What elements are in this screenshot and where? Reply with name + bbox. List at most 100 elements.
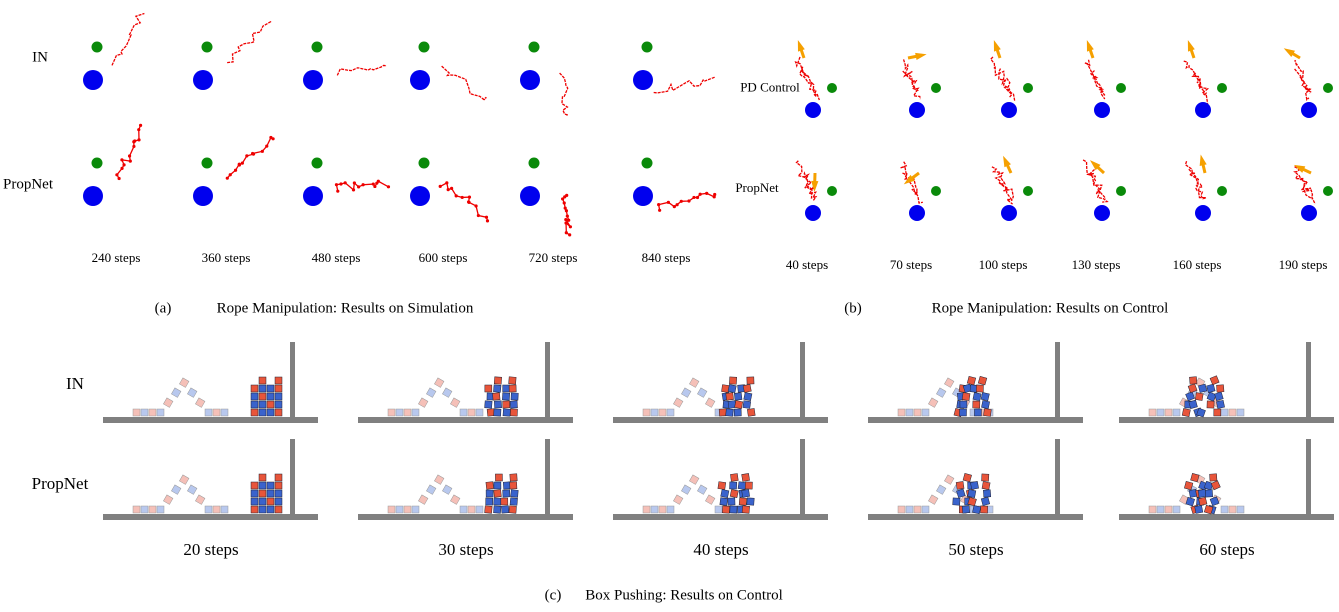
step-label: 600 steps	[419, 250, 468, 266]
rope	[991, 57, 1012, 98]
goal	[931, 83, 941, 93]
wall	[1055, 439, 1060, 517]
rope	[654, 76, 714, 93]
box	[689, 378, 699, 388]
rope-node	[132, 145, 135, 148]
rope-node	[461, 196, 464, 199]
box	[468, 506, 475, 513]
rope-node	[568, 233, 571, 236]
box	[267, 498, 274, 505]
pusher	[909, 205, 925, 221]
box	[983, 490, 990, 497]
box	[494, 498, 501, 505]
step-label: 50 steps	[948, 540, 1003, 560]
rope-node	[373, 185, 376, 188]
box	[501, 506, 508, 513]
box	[259, 490, 266, 497]
box	[251, 393, 258, 400]
rope	[1296, 176, 1315, 204]
pusher	[303, 186, 323, 206]
box	[213, 409, 220, 416]
step-label: 480 steps	[312, 250, 361, 266]
wall	[1306, 342, 1311, 420]
box	[651, 409, 658, 416]
box	[213, 506, 220, 513]
rope-node	[687, 199, 690, 202]
rope-node	[357, 185, 360, 188]
box	[141, 409, 148, 416]
box	[721, 489, 729, 497]
wall	[545, 439, 550, 517]
row-label: IN	[66, 374, 84, 394]
box	[743, 401, 751, 409]
rope-node	[696, 196, 699, 199]
box	[742, 506, 750, 514]
box	[494, 482, 501, 489]
row-label: IN	[32, 50, 48, 67]
rope-node	[241, 162, 244, 165]
step-label: 360 steps	[202, 250, 251, 266]
box	[259, 482, 266, 489]
rope-node	[344, 181, 347, 184]
box	[981, 392, 989, 400]
box	[275, 490, 282, 497]
box	[981, 506, 988, 513]
box	[743, 384, 751, 392]
box	[205, 409, 212, 416]
arrow-head	[915, 53, 926, 60]
rope-node	[128, 154, 131, 157]
box	[705, 495, 715, 505]
box	[486, 482, 494, 490]
box	[501, 498, 508, 505]
box	[730, 489, 738, 497]
box	[485, 506, 493, 514]
wall	[545, 342, 550, 420]
box	[1182, 408, 1190, 416]
caption-label: (c)	[545, 588, 562, 605]
goal	[642, 158, 653, 169]
step-label: 130 steps	[1072, 257, 1121, 273]
box	[503, 409, 511, 417]
rope-node	[564, 221, 567, 224]
box	[898, 409, 905, 416]
box	[722, 506, 729, 513]
box	[1157, 506, 1164, 513]
box	[510, 474, 517, 481]
rope-node	[377, 180, 380, 183]
box	[251, 490, 258, 497]
goal	[827, 186, 837, 196]
rope-node	[692, 196, 695, 199]
box	[1216, 400, 1224, 408]
rope-node	[238, 163, 241, 166]
rope-node	[265, 145, 268, 148]
box	[667, 506, 674, 513]
box	[959, 409, 966, 416]
rope-node	[564, 218, 567, 221]
box	[149, 409, 156, 416]
goal	[312, 158, 323, 169]
rope-node	[261, 150, 264, 153]
rope	[442, 66, 487, 100]
rope-node	[713, 193, 716, 196]
rope-node	[467, 201, 470, 204]
box	[983, 409, 991, 417]
box	[968, 489, 976, 497]
arrow-head	[994, 40, 1001, 52]
box	[1165, 409, 1172, 416]
box	[275, 482, 282, 489]
box	[396, 409, 403, 416]
box	[1198, 384, 1206, 392]
box	[221, 409, 228, 416]
box	[730, 506, 737, 513]
box	[157, 506, 164, 513]
rope-node	[486, 219, 489, 222]
box	[982, 482, 990, 490]
floor	[103, 514, 318, 520]
rope-node	[657, 203, 660, 206]
box	[502, 393, 509, 400]
box	[697, 388, 707, 398]
box	[729, 377, 736, 384]
rope-node	[468, 196, 471, 199]
box	[195, 398, 205, 408]
rope-node	[226, 177, 229, 180]
